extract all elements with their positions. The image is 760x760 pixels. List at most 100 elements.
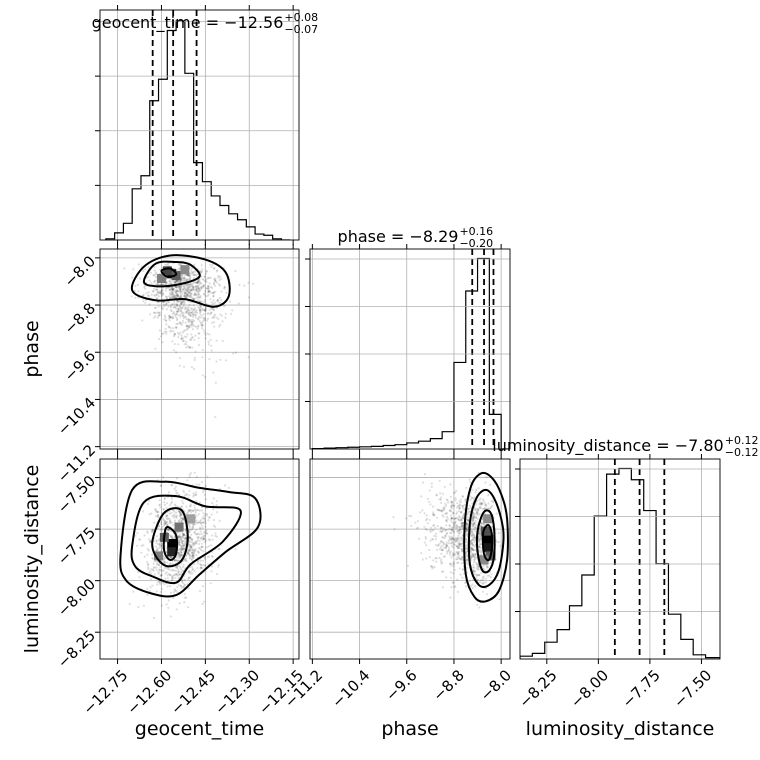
sample-point bbox=[471, 541, 474, 545]
sample-point bbox=[158, 568, 161, 571]
sample-point bbox=[174, 576, 177, 580]
sample-point bbox=[465, 526, 468, 530]
sample-point bbox=[442, 527, 446, 530]
sample-point bbox=[479, 503, 482, 506]
sample-point bbox=[160, 484, 163, 487]
sample-point bbox=[451, 537, 455, 540]
density-cell bbox=[483, 514, 494, 524]
sample-point bbox=[474, 516, 478, 519]
sample-point bbox=[193, 263, 196, 266]
sample-point bbox=[199, 305, 202, 308]
sample-point bbox=[179, 315, 182, 318]
sample-point bbox=[169, 306, 172, 309]
sample-point bbox=[447, 549, 450, 553]
sample-point bbox=[458, 528, 461, 532]
sample-point bbox=[464, 581, 467, 585]
sample-point bbox=[217, 276, 220, 279]
sample-point bbox=[455, 525, 458, 528]
sample-point bbox=[206, 475, 209, 478]
sample-point bbox=[131, 276, 134, 279]
sample-point bbox=[176, 268, 179, 272]
x-tick-label: −8.25 bbox=[515, 666, 560, 711]
sample-point bbox=[177, 285, 180, 288]
sample-point bbox=[202, 537, 205, 540]
sample-point bbox=[456, 529, 459, 532]
sample-point bbox=[448, 524, 451, 527]
sample-point bbox=[166, 561, 169, 564]
sample-point bbox=[173, 333, 177, 336]
sample-point bbox=[449, 531, 452, 534]
sample-point bbox=[191, 318, 194, 321]
sample-point bbox=[476, 574, 479, 577]
sample-point bbox=[179, 543, 182, 547]
sample-point bbox=[157, 314, 160, 317]
sample-point bbox=[450, 529, 453, 532]
sample-point bbox=[479, 497, 482, 500]
sample-point bbox=[150, 271, 153, 274]
sample-point bbox=[161, 581, 164, 584]
sample-point bbox=[471, 552, 474, 555]
sample-point bbox=[195, 289, 198, 292]
x-axis-label-luminosity_distance: luminosity_distance bbox=[526, 718, 715, 740]
sample-point bbox=[172, 287, 175, 290]
sample-point bbox=[190, 546, 193, 549]
sample-point bbox=[156, 288, 159, 291]
sample-point bbox=[195, 483, 198, 486]
sample-point bbox=[187, 552, 190, 556]
sample-point bbox=[176, 305, 179, 308]
contour-level-2 bbox=[467, 488, 505, 588]
sample-point bbox=[194, 533, 197, 536]
sample-point bbox=[179, 322, 182, 325]
sample-point bbox=[142, 544, 145, 547]
sample-point bbox=[452, 537, 455, 540]
sample-point bbox=[160, 569, 163, 572]
sample-point bbox=[211, 292, 215, 295]
sample-point bbox=[203, 538, 206, 541]
sample-point bbox=[180, 276, 184, 279]
sample-point bbox=[191, 551, 194, 554]
sample-point bbox=[440, 501, 443, 504]
sample-point bbox=[461, 516, 464, 520]
sample-point bbox=[204, 280, 207, 283]
sample-point bbox=[199, 527, 202, 531]
sample-point bbox=[450, 564, 453, 567]
sample-point bbox=[194, 285, 197, 288]
sample-point bbox=[202, 313, 205, 316]
sample-point bbox=[193, 504, 196, 507]
sample-point bbox=[183, 279, 186, 282]
sample-point bbox=[188, 285, 191, 288]
sample-point bbox=[208, 516, 211, 519]
sample-point bbox=[201, 300, 204, 303]
sample-point bbox=[173, 295, 176, 298]
sample-point bbox=[179, 535, 182, 538]
sample-point bbox=[444, 529, 447, 532]
sample-point bbox=[160, 573, 163, 577]
sample-point bbox=[471, 516, 474, 520]
sample-point bbox=[194, 289, 197, 292]
sample-point bbox=[168, 521, 171, 525]
sample-point bbox=[192, 314, 195, 317]
sample-point bbox=[156, 283, 159, 286]
sample-point bbox=[182, 303, 185, 306]
sample-point bbox=[165, 567, 168, 570]
sample-point bbox=[175, 516, 178, 519]
sample-point bbox=[200, 314, 203, 317]
sample-point bbox=[472, 498, 476, 501]
sample-point bbox=[420, 495, 423, 498]
sample-point bbox=[152, 290, 155, 293]
sample-point bbox=[185, 493, 188, 496]
histogram-luminosity_distance bbox=[520, 467, 720, 659]
sample-point bbox=[187, 287, 190, 290]
sample-point bbox=[175, 293, 178, 296]
sample-point bbox=[198, 539, 201, 542]
sample-point bbox=[164, 283, 167, 286]
sample-point bbox=[204, 307, 208, 310]
sample-point bbox=[176, 299, 179, 302]
x-tick-label: −12.75 bbox=[79, 666, 131, 718]
sample-point bbox=[205, 270, 208, 273]
sample-point bbox=[209, 263, 212, 266]
sample-point bbox=[153, 566, 156, 569]
sample-point bbox=[193, 319, 196, 323]
sample-point bbox=[461, 527, 464, 530]
sample-point bbox=[186, 287, 189, 290]
